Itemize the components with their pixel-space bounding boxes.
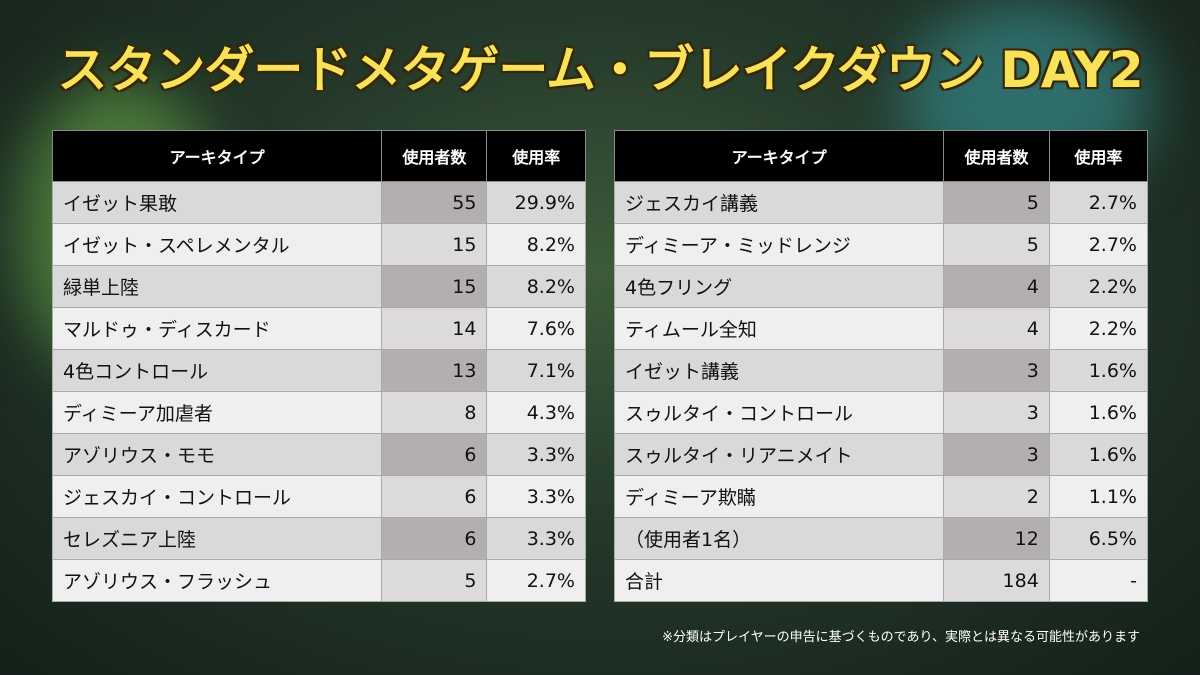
row: セレズニア上陸 6 3.3% [51, 517, 586, 560]
archetype-cell: イゼット講義 [613, 349, 945, 392]
rate-cell: 1.6% [1048, 433, 1149, 476]
row: ディミーア・ミッドレンジ 5 2.7% [613, 223, 1149, 266]
row: ジェスカイ・コントロール 6 3.3% [51, 475, 586, 518]
rate-cell: 6.5% [1048, 517, 1149, 560]
rate-cell: 3.3% [486, 433, 586, 476]
archetype-cell: セレズニア上陸 [51, 517, 383, 560]
row: 緑単上陸 15 8.2% [51, 265, 586, 308]
archetype-cell: 4色コントロール [51, 349, 383, 392]
row: ティムール全知 4 2.2% [613, 307, 1149, 350]
count-cell: 13 [381, 349, 488, 392]
archetype-cell: マルドゥ・ディスカード [51, 307, 383, 350]
archetype-cell: 4色フリング [613, 265, 945, 308]
rate-cell: 1.6% [1048, 349, 1149, 392]
archetype-cell: 緑単上陸 [51, 265, 383, 308]
rate-cell: 8.2% [486, 223, 586, 266]
count-cell: 55 [381, 181, 488, 224]
rate-cell: 3.3% [486, 517, 586, 560]
count-cell: 6 [381, 475, 488, 518]
count-cell: 14 [381, 307, 488, 350]
count-cell: 5 [943, 223, 1050, 266]
header-cell: アーキタイプ [51, 130, 383, 182]
row: イゼット・スペレメンタル 15 8.2% [51, 223, 586, 266]
count-cell: 8 [381, 391, 488, 434]
count-cell: 4 [943, 265, 1050, 308]
header-row: アーキタイプ 使用者数 使用率 [613, 130, 1149, 182]
title: スタンダードメタゲーム・ブレイクダウン DAY2 [57, 41, 1143, 99]
row: イゼット講義 3 1.6% [613, 349, 1149, 392]
rate-cell: 2.2% [1048, 307, 1149, 350]
count-cell: 15 [381, 265, 488, 308]
archetype-cell: スゥルタイ・リアニメイト [613, 433, 945, 476]
archetype-cell: アゾリウス・フラッシュ [51, 559, 383, 602]
rate-cell: 7.1% [486, 349, 586, 392]
header-cell: アーキタイプ [613, 130, 945, 182]
row: スゥルタイ・リアニメイト 3 1.6% [613, 433, 1149, 476]
count-cell: 15 [381, 223, 488, 266]
count-cell: 6 [381, 433, 488, 476]
row: イゼット果敢 55 29.9% [51, 181, 586, 224]
row: ディミーア加虐者 8 4.3% [51, 391, 586, 434]
count-cell: 6 [381, 517, 488, 560]
header-cell: 使用者数 [381, 130, 488, 182]
archetype-cell: （使用者1名） [613, 517, 945, 560]
rate-cell: 7.6% [486, 307, 586, 350]
rate-cell: 3.3% [486, 475, 586, 518]
rate-cell: 1.1% [1048, 475, 1149, 518]
right-table: アーキタイプ 使用者数 使用率 ジェスカイ講義 5 2.7% ディミーア・ミッドレンジ 5 2.… [613, 130, 1149, 602]
rate-cell: - [1048, 559, 1149, 602]
count-cell: 2 [943, 475, 1050, 518]
rate-cell: 29.9% [486, 181, 586, 224]
archetype-cell: アゾリウス・モモ [51, 433, 383, 476]
row: 4色コントロール 13 7.1% [51, 349, 586, 392]
archetype-cell: ディミーア・ミッドレンジ [613, 223, 945, 266]
left-table: アーキタイプ 使用者数 使用率 イゼット果敢 55 29.9% イゼット・スペレメンタル 15… [51, 130, 586, 602]
footnote: ※分類はプレイヤーの申告に基づくものであり、実際とは異なる可能性があります [662, 630, 1140, 645]
count-cell: 3 [943, 433, 1050, 476]
row: マルドゥ・ディスカード 14 7.6% [51, 307, 586, 350]
archetype-cell: 合計 [613, 559, 945, 602]
rate-cell: 2.7% [1048, 223, 1149, 266]
archetype-cell: ディミーア欺瞞 [613, 475, 945, 518]
archetype-cell: イゼット・スペレメンタル [51, 223, 383, 266]
rate-cell: 2.2% [1048, 265, 1149, 308]
count-cell: 5 [381, 559, 488, 602]
count-cell: 5 [943, 181, 1050, 224]
archetype-cell: イゼット果敢 [51, 181, 383, 224]
rate-cell: 4.3% [486, 391, 586, 434]
archetype-cell: ティムール全知 [613, 307, 945, 350]
row: ジェスカイ講義 5 2.7% [613, 181, 1149, 224]
count-cell: 4 [943, 307, 1050, 350]
header-row: アーキタイプ 使用者数 使用率 [51, 130, 586, 182]
rate-cell: 1.6% [1048, 391, 1149, 434]
row: アゾリウス・モモ 6 3.3% [51, 433, 586, 476]
count-cell: 3 [943, 391, 1050, 434]
rate-cell: 2.7% [1048, 181, 1149, 224]
row: 合計 184- [613, 559, 1149, 602]
archetype-cell: ジェスカイ・コントロール [51, 475, 383, 518]
archetype-cell: スゥルタイ・コントロール [613, 391, 945, 434]
archetype-cell: ジェスカイ講義 [613, 181, 945, 224]
row: スゥルタイ・コントロール 3 1.6% [613, 391, 1149, 434]
rate-cell: 8.2% [486, 265, 586, 308]
row: 4色フリング 4 2.2% [613, 265, 1149, 308]
archetype-cell: ディミーア加虐者 [51, 391, 383, 434]
count-cell: 184 [943, 559, 1050, 602]
header-cell: 使用率 [1048, 130, 1149, 182]
header-cell: 使用率 [486, 130, 586, 182]
count-cell: 3 [943, 349, 1050, 392]
row: ディミーア欺瞞 2 1.1% [613, 475, 1149, 518]
count-cell: 12 [943, 517, 1050, 560]
row: （使用者1名） 12 6.5% [613, 517, 1149, 560]
row: アゾリウス・フラッシュ 5 2.7% [51, 559, 586, 602]
header-cell: 使用者数 [943, 130, 1050, 182]
rate-cell: 2.7% [486, 559, 586, 602]
